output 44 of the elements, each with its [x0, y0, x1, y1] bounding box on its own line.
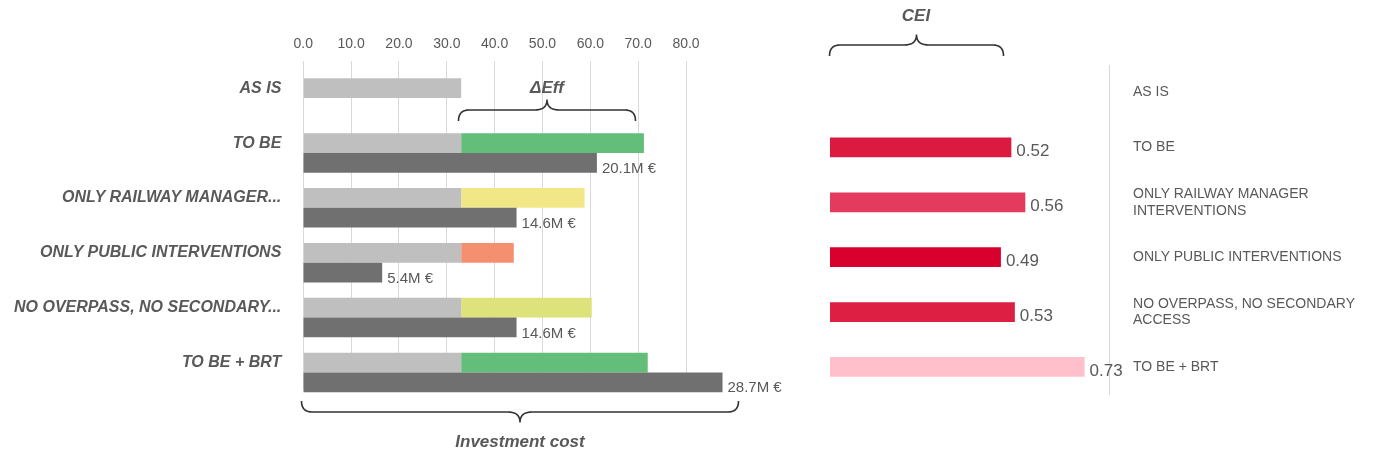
- data-label: 0.53: [1019, 305, 1053, 325]
- y-tick-label: ONLY RAILWAY MANAGER...: [62, 188, 282, 206]
- y-tick-label: AS IS: [238, 78, 282, 96]
- bar: [303, 372, 723, 393]
- bar: [461, 188, 585, 208]
- text: Investment cost: [455, 432, 585, 452]
- x-tick-label: 50.0: [528, 35, 557, 52]
- text: CEI: [901, 6, 931, 26]
- data-label: 5.4M €: [387, 268, 434, 286]
- x-tick-label: 20.0: [385, 35, 413, 52]
- x-tick-label: 40.0: [481, 35, 509, 52]
- y-tick-label: TO BE: [1133, 138, 1175, 155]
- bar: [830, 247, 1001, 268]
- x-tick-label: 10.0: [337, 35, 365, 52]
- y-tick-label: NO OVERPASS, NO SECONDARY ACCESS: [1133, 294, 1356, 328]
- x-tick-label: 60.0: [576, 35, 605, 52]
- y-tick-label: TO BE + BRT: [181, 352, 283, 370]
- x-tick-label: 0.0: [293, 35, 314, 52]
- annotation: ΔEff: [530, 78, 564, 98]
- data-label: 14.6M €: [521, 213, 577, 231]
- bar: [830, 192, 1026, 213]
- data-label: 0.73: [1089, 360, 1123, 380]
- y-tick-label: TO BE + BRT: [1133, 357, 1219, 374]
- x-tick-label: 70.0: [624, 35, 652, 52]
- bar: [461, 297, 592, 318]
- y-tick-label: NO OVERPASS, NO SECONDARY...: [13, 298, 282, 316]
- data-label: 28.7M €: [727, 378, 783, 396]
- bar: [830, 302, 1015, 322]
- data-label: 0.49: [1005, 250, 1039, 270]
- bar: [461, 242, 514, 263]
- bar: [830, 357, 1085, 377]
- data-label: 14.6M €: [521, 323, 577, 341]
- data-label: 0.56: [1030, 196, 1064, 216]
- y-tick-label: ONLY PUBLIC INTERVENTIONS: [1133, 248, 1342, 265]
- x-tick-label: 80.0: [672, 35, 700, 52]
- data-label: 20.1M €: [601, 158, 657, 176]
- y-tick-label: ONLY PUBLIC INTERVENTIONS: [40, 243, 282, 261]
- y-tick-label: ONLY RAILWAY MANAGER INTERVENTIONS: [1133, 184, 1309, 218]
- bar: [830, 137, 1012, 158]
- bar: [303, 78, 462, 99]
- x-tick-label: 30.0: [433, 35, 461, 52]
- data-label: 0.52: [1016, 141, 1050, 161]
- y-tick-label: AS IS: [1133, 83, 1169, 100]
- y-tick-label: TO BE: [232, 133, 283, 151]
